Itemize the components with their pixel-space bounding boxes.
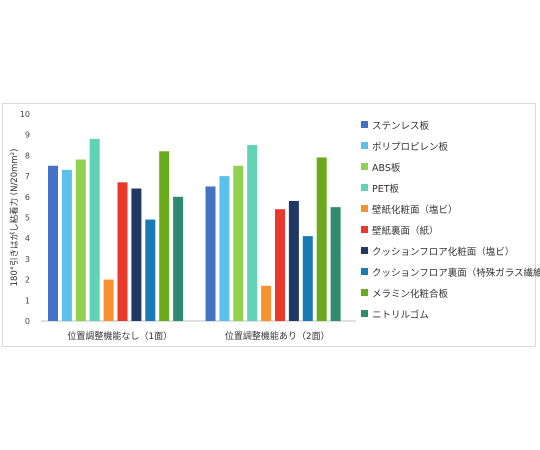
legend-label: ポリプロピレン板 xyxy=(372,141,449,153)
legend-swatch xyxy=(361,184,368,191)
legend-label: ステンレス板 xyxy=(372,120,430,132)
y-tick-label: 9 xyxy=(25,131,30,140)
y-tick-label: 10 xyxy=(20,110,30,119)
bar-1-2 xyxy=(205,186,216,321)
legend-label: クッションフロア裏面（特殊ガラス繊維） xyxy=(372,267,540,279)
legend-item: メラミン化粧合板 xyxy=(361,282,537,303)
category-label: 位置調整機能なし（1面） xyxy=(67,330,172,342)
y-tick-label: 3 xyxy=(25,255,30,264)
bar-10-2 xyxy=(330,207,341,321)
legend-label: PET板 xyxy=(372,183,400,195)
bar-8-1 xyxy=(145,219,156,321)
bar-2-1 xyxy=(61,169,72,321)
y-tick-label: 4 xyxy=(25,234,30,243)
bar-6-2 xyxy=(275,209,285,321)
legend-swatch xyxy=(361,247,368,254)
legend-swatch xyxy=(361,226,368,233)
bar-10-1 xyxy=(173,196,184,321)
legend-label: メラミン化粧合板 xyxy=(372,288,449,300)
legend-item: PET板 xyxy=(361,177,537,198)
legend-item: ニトリルゴム xyxy=(361,303,537,324)
legend-item: ABS板 xyxy=(361,156,537,177)
legend-swatch xyxy=(361,142,368,149)
legend: ステンレス板ポリプロピレン板 ABS板 PET板壁紙化粧面（塩ビ） 壁紙裏面（紙） クッ… xyxy=(361,114,540,324)
legend-swatch xyxy=(361,289,368,296)
legend-item: クッションフロア裏面（特殊ガラス繊維） xyxy=(361,261,540,282)
legend-label: ABS板 xyxy=(372,162,401,174)
bar-7-2 xyxy=(288,200,299,321)
bar-8-2 xyxy=(302,236,313,321)
legend-swatch xyxy=(361,310,368,317)
bar-6-1 xyxy=(117,182,128,321)
legend-swatch xyxy=(361,268,368,275)
bar-9-2 xyxy=(316,157,327,321)
y-tick-label: 7 xyxy=(25,172,30,181)
legend-label: 壁紙裏面（紙） xyxy=(372,225,439,237)
legend-label: クッションフロア化粧面（塩ビ） xyxy=(372,246,515,258)
y-tick-label: 1 xyxy=(25,296,30,305)
bar-5-2 xyxy=(261,285,272,321)
legend-swatch xyxy=(361,121,368,128)
legend-label: ニトリルゴム xyxy=(372,309,429,321)
legend-item: 壁紙裏面（紙） xyxy=(361,219,537,240)
bar-1-1 xyxy=(48,165,58,321)
bar-5-1 xyxy=(103,279,114,321)
category-label: 位置調整機能あり（2面） xyxy=(225,330,330,342)
legend-item: ステンレス板 xyxy=(361,114,537,135)
bar-4-2 xyxy=(247,145,258,321)
y-tick-label: 8 xyxy=(25,151,30,160)
bar-4-1 xyxy=(89,138,100,321)
y-tick-label: 2 xyxy=(25,276,30,285)
bar-2-2 xyxy=(219,176,230,321)
y-tick-label: 0 xyxy=(25,317,30,326)
bar-3-1 xyxy=(75,159,86,321)
y-axis-label: 180°引きはがし粘着力 (N/20mm²) xyxy=(9,149,20,287)
legend-item: クッションフロア化粧面（塩ビ） xyxy=(361,240,537,261)
y-tick-label: 6 xyxy=(25,193,30,202)
y-tick-label: 5 xyxy=(25,214,30,223)
legend-swatch xyxy=(361,205,368,212)
bar-7-1 xyxy=(131,188,142,321)
legend-label: 壁紙化粧面（塩ビ） xyxy=(372,204,458,216)
legend-item: 壁紙化粧面（塩ビ） xyxy=(361,198,537,219)
legend-item: ポリプロピレン板 xyxy=(361,135,537,156)
legend-swatch xyxy=(361,163,368,170)
bar-3-2 xyxy=(233,165,244,321)
bar-9-1 xyxy=(159,151,170,321)
